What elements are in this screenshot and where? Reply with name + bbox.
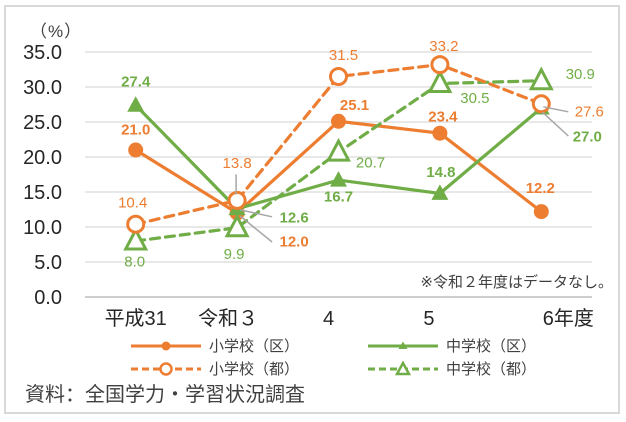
- data-point-marker: [528, 66, 554, 91]
- data-label: 12.0: [279, 234, 308, 251]
- y-axis-tick-label: 0.0: [34, 287, 62, 309]
- data-label: 12.2: [526, 180, 555, 197]
- legend-item: 中学校（区）: [367, 335, 604, 356]
- data-point-marker: [432, 125, 448, 141]
- data-point-marker: [329, 67, 348, 86]
- chart-note: ※令和２年度はデータなし。: [420, 274, 613, 291]
- data-label: 10.4: [118, 195, 147, 212]
- label-leader-line: [541, 111, 569, 137]
- legend-swatch-solid-triangle: [368, 341, 438, 349]
- data-point-marker: [224, 213, 250, 238]
- data-label: 21.0: [121, 122, 150, 139]
- data-label: 30.5: [460, 90, 489, 107]
- chart-legend: 小学校（区） 中学校（区） 小学校（都） 中学校（都）: [130, 334, 604, 380]
- y-axis-tick-label: 5.0: [34, 252, 62, 274]
- data-point-marker: [123, 226, 149, 251]
- y-axis-tick-label: 15.0: [23, 182, 62, 204]
- legend-swatch-dashed-triangle: [368, 360, 438, 375]
- data-label: 30.9: [566, 66, 595, 83]
- data-label: 27.6: [575, 103, 604, 120]
- y-axis-tick-label: 25.0: [23, 112, 62, 134]
- y-axis-tick-label: 30.0: [23, 77, 62, 99]
- label-leader-line: [239, 215, 273, 243]
- label-leader-line: [543, 106, 569, 113]
- source-caption: 資料：全国学力・学習状況調査: [25, 384, 305, 406]
- data-label: 8.0: [124, 254, 145, 271]
- x-axis-tick-label: 平成31: [105, 307, 167, 330]
- legend-item: 小学校（都）: [130, 358, 367, 379]
- y-axis-tick-label: 35.0: [23, 42, 62, 64]
- data-label: 13.8: [222, 155, 251, 172]
- label-leader-line: [239, 209, 273, 218]
- data-label: 23.4: [428, 109, 458, 126]
- data-point-marker: [533, 204, 549, 220]
- legend-label: 中学校（区）: [446, 338, 537, 355]
- data-label: 33.2: [429, 38, 458, 55]
- data-label: 31.5: [329, 47, 358, 64]
- data-label: 27.4: [121, 74, 151, 91]
- data-point-marker: [427, 69, 453, 93]
- legend-item: 小学校（区）: [130, 335, 367, 356]
- data-point-marker: [331, 113, 346, 129]
- data-point-marker: [126, 214, 146, 234]
- data-label: 14.8: [426, 164, 455, 181]
- data-point-marker: [326, 137, 351, 162]
- data-label: 27.0: [573, 129, 602, 146]
- y-axis-unit-label: （%）: [30, 22, 83, 41]
- data-point-marker: [127, 96, 145, 112]
- x-axis-tick-label: 6年度: [543, 307, 594, 330]
- x-axis-tick-label: 4: [323, 308, 334, 330]
- y-axis-tick-label: 20.0: [23, 147, 62, 169]
- chart-frame: [4, 5, 620, 414]
- x-axis-tick-label: 5: [423, 308, 434, 330]
- legend-swatch-solid-circle: [131, 341, 201, 350]
- legend-item: 中学校（都）: [367, 358, 604, 379]
- data-point-marker: [128, 142, 144, 158]
- data-point-marker: [531, 94, 551, 114]
- data-label: 12.6: [279, 209, 308, 226]
- data-point-marker: [431, 184, 449, 200]
- data-point-marker: [330, 171, 347, 187]
- data-point-marker: [430, 55, 450, 75]
- legend-label: 小学校（区）: [209, 338, 300, 355]
- data-label: 16.7: [324, 189, 353, 206]
- data-label: 9.9: [224, 246, 245, 263]
- data-label: 25.1: [340, 97, 369, 114]
- x-axis-tick-label: 令和３: [198, 307, 258, 330]
- legend-label: 中学校（都）: [446, 361, 537, 378]
- legend-label: 小学校（都）: [209, 361, 300, 378]
- data-point-marker: [227, 190, 247, 210]
- y-axis-tick-label: 10.0: [23, 217, 62, 239]
- legend-swatch-dashed-circle: [131, 361, 201, 376]
- data-label: 20.7: [356, 155, 385, 172]
